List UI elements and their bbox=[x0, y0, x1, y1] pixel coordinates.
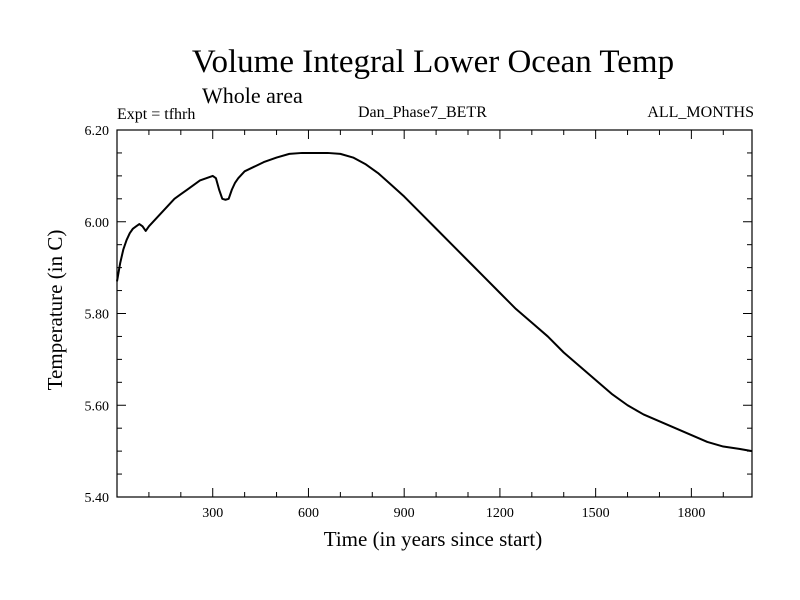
x-tick-label: 1800 bbox=[677, 506, 705, 521]
x-axis-label: Time (in years since start) bbox=[324, 527, 543, 551]
y-axis-label: Temperature (in C) bbox=[43, 230, 67, 391]
x-tick-label: 600 bbox=[298, 506, 319, 521]
series-line-tfhrh bbox=[116, 151, 753, 453]
chart-subtitle: Whole area bbox=[202, 83, 303, 108]
x-tick-label: 900 bbox=[394, 506, 415, 521]
x-tick-label: 1500 bbox=[582, 506, 610, 521]
x-tick-label: 300 bbox=[202, 506, 223, 521]
run-name-label: Dan_Phase7_BETR bbox=[358, 104, 487, 121]
y-tick-label: 6.00 bbox=[85, 216, 110, 231]
y-tick-label: 6.20 bbox=[85, 124, 110, 139]
x-tick-label: 1200 bbox=[486, 506, 514, 521]
months-label: ALL_MONTHS bbox=[647, 104, 754, 121]
tick-marks bbox=[117, 129, 752, 498]
y-tick-label: 5.80 bbox=[85, 308, 110, 323]
experiment-label: Expt = tfhrh bbox=[117, 106, 196, 123]
series-layer bbox=[116, 151, 753, 453]
chart-title: Volume Integral Lower Ocean Temp bbox=[191, 44, 675, 80]
y-tick-label: 5.60 bbox=[85, 399, 110, 414]
axes bbox=[116, 129, 753, 498]
plot-frame bbox=[116, 129, 753, 498]
tick-labels: 5.40 5.60 5.80 6.00 6.20 300 600 900 1200 1500 180… bbox=[85, 124, 706, 521]
y-tick-label: 5.40 bbox=[85, 491, 110, 506]
